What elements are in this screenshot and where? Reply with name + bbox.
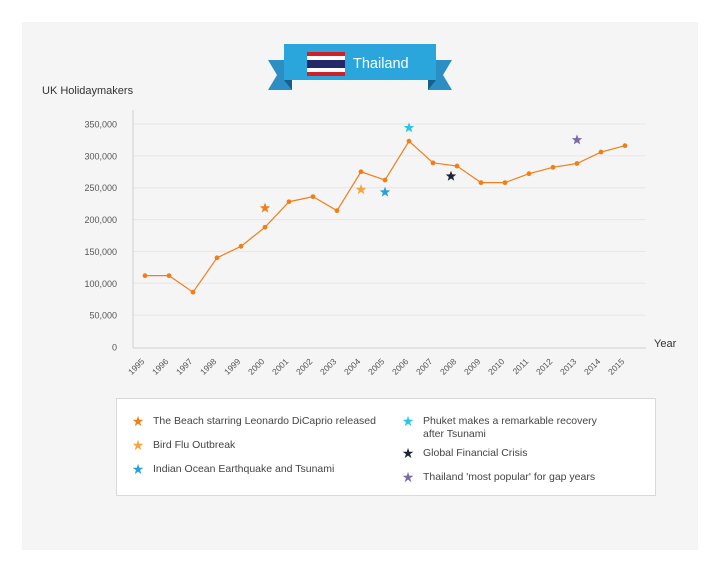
chart-title: Thailand <box>353 56 409 72</box>
x-tick-label: 2001 <box>270 356 291 377</box>
x-tick-label: 2011 <box>510 356 530 376</box>
y-tick-labels: 0 50,000 100,000 150,000 200,000 250,000 300,0… <box>84 120 117 353</box>
event-star-icon <box>259 202 271 213</box>
event-star-icon <box>355 184 367 195</box>
y-tick-label: 200,000 <box>84 215 117 225</box>
data-point <box>142 273 148 279</box>
x-tick-label: 1998 <box>198 356 219 377</box>
star-icon: ★ <box>131 413 145 429</box>
data-point <box>526 171 532 177</box>
legend-item-tsunami: ★ Indian Ocean Earthquake and Tsunami <box>131 461 335 477</box>
event-star-icon <box>379 186 391 197</box>
data-point <box>478 180 484 186</box>
x-tick-label: 2014 <box>582 356 603 377</box>
x-tick-label: 1996 <box>150 356 171 377</box>
legend-label: Bird Flu Outbreak <box>153 439 236 451</box>
x-tick-label: 2005 <box>366 356 387 377</box>
x-tick-label: 1999 <box>222 356 243 377</box>
data-point <box>358 169 364 175</box>
event-star-icon <box>571 134 583 145</box>
x-tick-label: 2004 <box>342 356 363 377</box>
legend-item-financial-crisis: ★ Global Financial Crisis <box>401 445 528 461</box>
y-tick-label: 300,000 <box>84 151 117 161</box>
y-tick-label: 350,000 <box>84 120 117 130</box>
data-point <box>406 138 412 144</box>
legend-item-bird-flu: ★ Bird Flu Outbreak <box>131 437 236 453</box>
y-tick-label: 250,000 <box>84 183 117 193</box>
y-tick-label: 0 <box>112 343 117 353</box>
x-tick-labels: 1995 1996 1997 1998 1999 2000 2001 2002 2003 2004… <box>126 356 627 377</box>
x-tick-label: 2006 <box>390 356 411 377</box>
x-tick-label: 2003 <box>318 356 339 377</box>
x-tick-label: 2007 <box>414 356 435 377</box>
data-point <box>622 143 628 149</box>
data-point <box>214 255 220 261</box>
y-tick-label: 150,000 <box>84 247 117 257</box>
legend-label: Thailand 'most popular' for gap years <box>423 471 596 483</box>
series-line <box>145 140 626 294</box>
y-tick-label: 50,000 <box>89 311 117 321</box>
x-tick-label: 2015 <box>606 356 627 377</box>
title-banner: Thailand <box>268 44 452 90</box>
y-axis-label: UK Holidaymakers <box>42 85 134 97</box>
ribbon-left-fold <box>284 80 292 90</box>
data-point <box>238 243 244 249</box>
data-point <box>262 224 268 230</box>
x-tick-label: 2002 <box>294 356 315 377</box>
data-point <box>310 194 316 200</box>
star-icon: ★ <box>401 469 415 485</box>
x-tick-label: 2013 <box>558 356 579 377</box>
data-point <box>550 164 556 170</box>
x-tick-label: 2012 <box>534 356 555 377</box>
legend-label: Indian Ocean Earthquake and Tsunami <box>153 463 335 475</box>
x-tick-label: 1997 <box>174 356 195 377</box>
gridlines <box>133 123 646 316</box>
data-point <box>286 199 292 205</box>
x-axis-label: Year <box>654 338 677 350</box>
star-icon: ★ <box>131 461 145 477</box>
legend-label: Phuket makes a remarkable recovery after… <box>423 415 597 440</box>
x-tick-label: 2008 <box>438 356 459 377</box>
data-point <box>166 273 172 279</box>
data-point <box>574 161 580 166</box>
star-icon: ★ <box>131 437 145 453</box>
event-markers <box>259 122 583 213</box>
legend-item-the-beach: ★ The Beach starring Leonardo DiCaprio r… <box>131 413 376 429</box>
data-point <box>334 208 340 214</box>
y-tick-label: 100,000 <box>84 279 117 289</box>
series-layer <box>142 138 628 295</box>
legend-label: Global Financial Crisis <box>423 447 528 459</box>
ribbon-right-fold <box>428 80 436 90</box>
data-point <box>430 160 436 166</box>
star-icon: ★ <box>401 413 415 429</box>
thailand-flag-icon <box>307 52 345 76</box>
data-point <box>190 289 196 295</box>
x-tick-label: 1995 <box>126 356 147 377</box>
legend-item-phuket-recovery: ★ Phuket makes a remarkable recovery aft… <box>401 413 597 441</box>
star-icon: ★ <box>401 445 415 461</box>
data-point <box>454 163 460 169</box>
x-tick-label: 2010 <box>486 356 507 377</box>
data-point <box>502 180 508 186</box>
event-star-icon <box>445 170 457 181</box>
event-star-icon <box>403 122 415 133</box>
x-tick-label: 2000 <box>246 356 267 377</box>
data-point <box>598 149 604 155</box>
data-point <box>382 177 388 183</box>
legend-item-gap-years: ★ Thailand 'most popular' for gap years <box>401 469 596 485</box>
legend: ★ The Beach starring Leonardo DiCaprio r… <box>116 398 656 496</box>
legend-label: The Beach starring Leonardo DiCaprio rel… <box>153 415 376 427</box>
x-tick-label: 2009 <box>462 356 483 377</box>
